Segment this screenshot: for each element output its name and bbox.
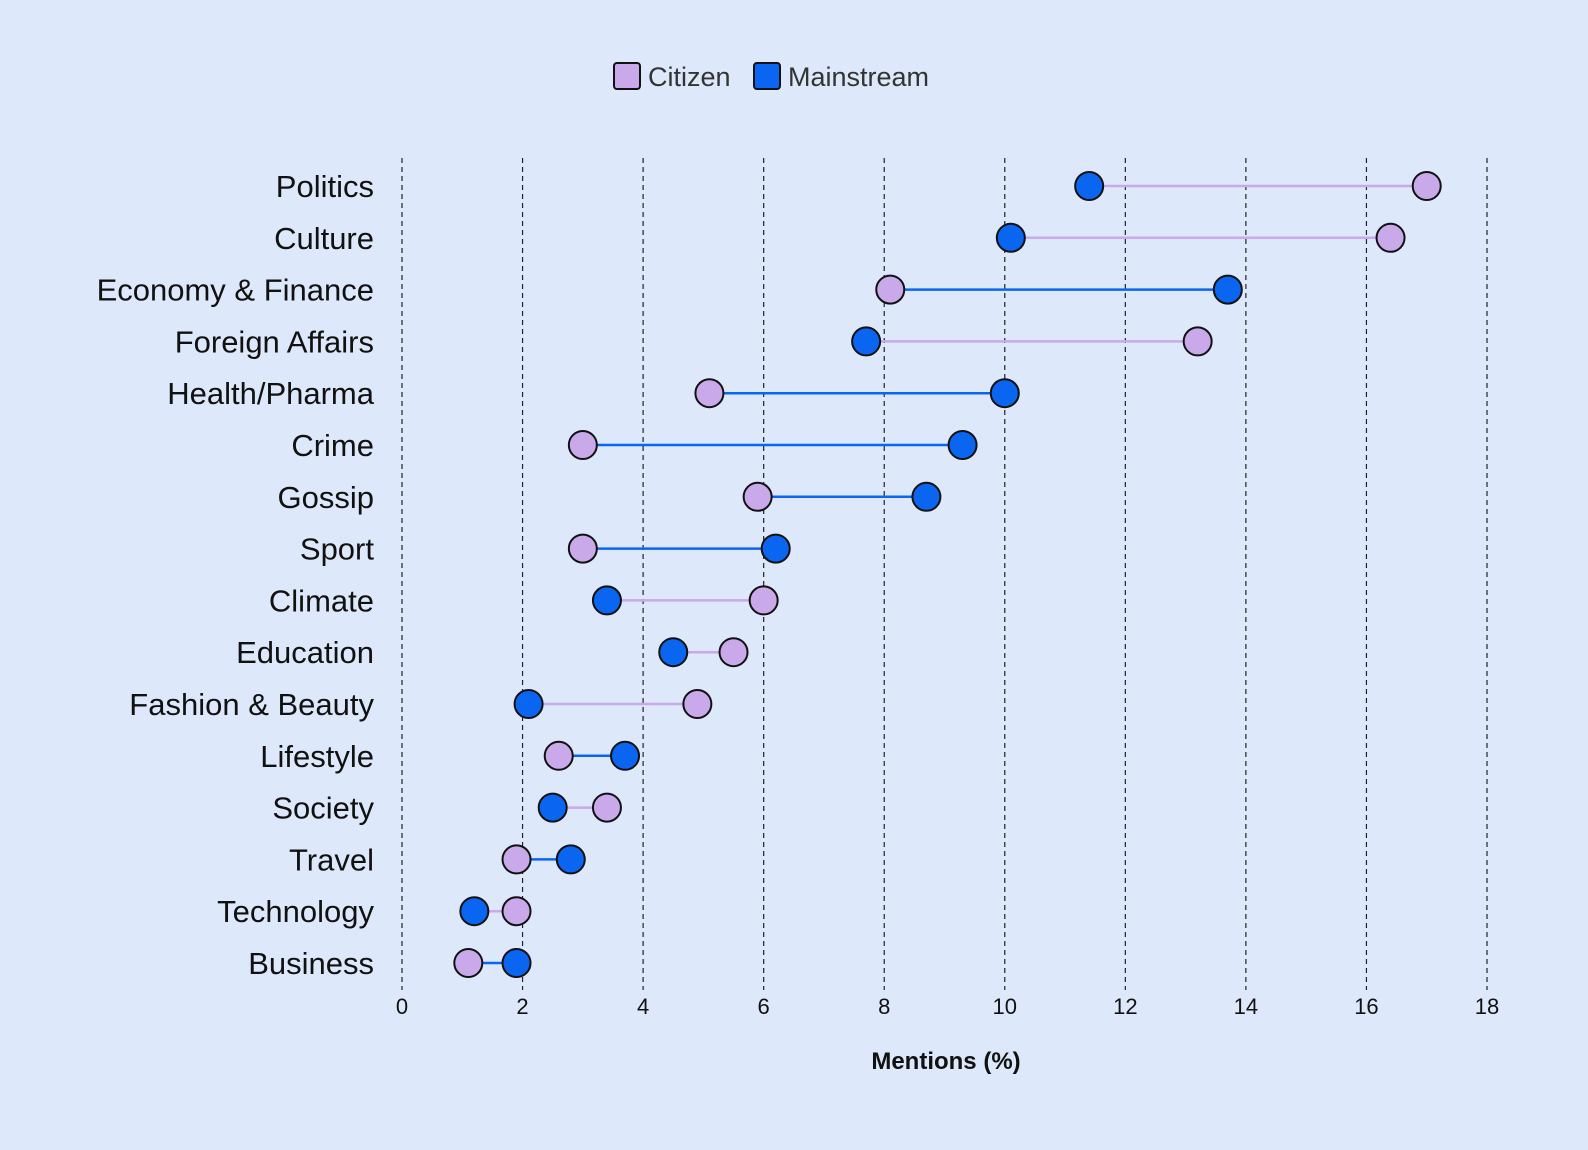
gridlines [401,158,1488,990]
citizen-point [694,378,725,409]
x-tick-label: 4 [637,994,649,1019]
citizen-point [1411,171,1442,201]
mainstream-point [760,533,791,564]
x-tick-label: 10 [993,994,1017,1019]
x-axis-title: Mentions (%) [871,1048,1020,1075]
legend-label-citizen: Citizen [648,62,731,92]
category-label: Technology [217,894,374,929]
mainstream-point [591,585,622,616]
category-label: Politics [276,169,374,204]
mainstream-point [537,792,568,823]
category-label: Business [248,946,374,981]
citizen-point [591,792,622,823]
mainstream-point [947,430,978,460]
citizen-point [543,740,574,771]
x-tick-label: 16 [1354,994,1378,1019]
citizen-point [875,274,906,305]
category-label: Fashion & Beauty [129,687,374,722]
category-label: Culture [274,221,374,256]
mainstream-point [989,378,1020,409]
x-tick-label: 0 [396,994,408,1019]
category-label: Economy & Finance [97,273,374,308]
mainstream-point [459,896,490,927]
category-labels: Politics Culture Economy & Finance Foreign … [97,169,375,981]
citizen-point [682,689,713,719]
citizen-point [1182,326,1213,357]
category-label: Society [272,791,374,826]
mainstream-point [501,948,532,978]
citizen-point [501,844,532,875]
x-tick-label: 2 [516,994,528,1019]
mainstream-point [658,637,689,668]
mainstream-point [1074,171,1105,201]
category-label: Crime [291,428,374,463]
mainstream-point [555,844,586,875]
legend-swatch-citizen [613,62,641,90]
citizen-point [501,896,532,927]
citizen-point [567,430,598,460]
category-label: Sport [300,532,374,567]
citizen-point [1375,222,1406,253]
citizen-point [567,533,598,564]
category-label: Foreign Affairs [175,324,374,359]
x-tick-label: 6 [758,994,770,1019]
x-tick-label: 18 [1475,994,1499,1019]
legend-swatch-mainstream [753,62,781,90]
mainstream-point [911,481,942,512]
connector-lines [468,184,1427,965]
x-tick-labels: 0 2 4 6 8 10 12 14 16 18 [396,994,1499,1019]
citizen-point [718,637,749,668]
category-label: Gossip [278,480,374,515]
legend-label-mainstream: Mainstream [788,62,929,92]
category-label: Travel [289,842,374,877]
mainstream-point [995,222,1026,253]
category-label: Lifestyle [260,739,374,774]
mainstream-point [851,326,882,357]
mainstream-point [1212,274,1243,305]
citizen-point [453,948,484,978]
mainstream-point [610,740,641,771]
x-tick-label: 14 [1234,994,1258,1019]
category-label: Climate [269,583,374,618]
category-label: Health/Pharma [167,376,375,411]
mainstream-point [513,689,544,719]
legend: Citizen Mainstream [613,62,929,92]
citizen-point [742,481,773,512]
x-tick-label: 12 [1113,994,1137,1019]
category-label: Education [236,635,374,670]
x-tick-label: 8 [878,994,890,1019]
citizen-point [748,585,779,616]
data-points [453,171,1442,978]
